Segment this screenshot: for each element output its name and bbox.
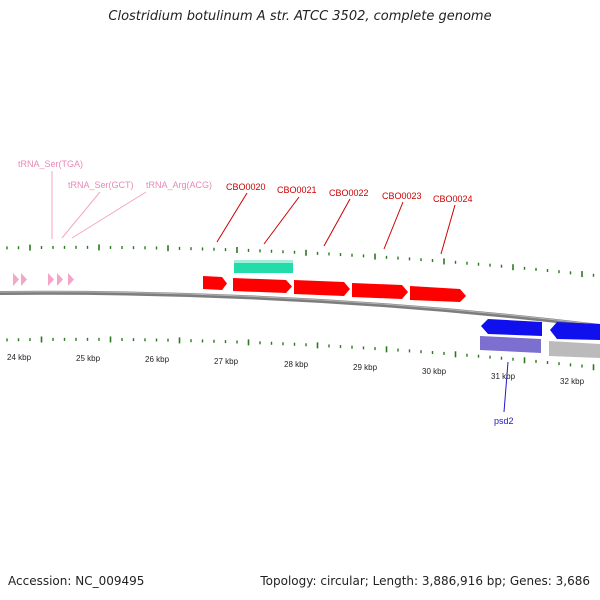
trna-marker xyxy=(68,273,74,286)
trna-label[interactable]: tRNA_Ser(GCT) xyxy=(68,180,134,190)
genome-backbone-highlight xyxy=(0,291,600,326)
trna-marker xyxy=(21,273,27,286)
gene-feature-teal-highlight xyxy=(234,260,293,263)
cds-feature xyxy=(410,286,466,302)
cds-feature xyxy=(233,278,292,293)
map-title: Clostridium botulinum A str. ATCC 3502, … xyxy=(108,9,492,24)
forward-strand-ticks xyxy=(6,244,595,278)
trna-marker xyxy=(48,273,54,286)
gene-label[interactable]: psd2 xyxy=(494,416,514,426)
scale-label: 25 kbp xyxy=(76,354,101,363)
trna-label[interactable]: tRNA_Ser(TGA) xyxy=(18,159,83,169)
gene-feature-gray[interactable] xyxy=(549,341,600,358)
trna-label[interactable]: tRNA_Arg(ACG) xyxy=(146,180,212,190)
scale-label: 31 kbp xyxy=(491,372,516,381)
scale-label: 27 kbp xyxy=(214,357,239,366)
cds-leaders xyxy=(216,192,456,255)
trna-leaders xyxy=(51,171,147,239)
cds-feature xyxy=(352,283,408,299)
genome-backbone xyxy=(0,290,600,328)
gene-feature-lavender[interactable] xyxy=(480,336,541,353)
forward-cds-features[interactable] xyxy=(203,276,466,302)
gene-feature-blue[interactable] xyxy=(550,322,600,340)
psd2-leader xyxy=(503,361,509,413)
cds-feature xyxy=(203,276,227,290)
scale-label: 24 kbp xyxy=(7,353,32,362)
cds-label[interactable]: CBO0024 xyxy=(433,194,473,204)
cds-label[interactable]: CBO0022 xyxy=(329,188,369,198)
scale-label: 29 kbp xyxy=(353,363,378,372)
cds-label[interactable]: CBO0021 xyxy=(277,185,317,195)
cds-feature xyxy=(294,280,350,296)
gene-feature-blue[interactable] xyxy=(481,319,542,336)
scale-label: 28 kbp xyxy=(284,360,309,369)
scale-label: 30 kbp xyxy=(422,367,447,376)
scale-label: 26 kbp xyxy=(145,355,170,364)
accession-label: Accession: NC_009495 xyxy=(8,574,145,588)
trna-markers[interactable] xyxy=(13,273,74,286)
trna-marker xyxy=(13,273,19,286)
genome-summary: Topology: circular; Length: 3,886,916 bp… xyxy=(260,574,590,588)
gene-feature-teal[interactable] xyxy=(234,260,293,273)
scale-label: 32 kbp xyxy=(560,377,585,386)
cds-label[interactable]: CBO0023 xyxy=(382,191,422,201)
cds-label[interactable]: CBO0020 xyxy=(226,182,266,192)
trna-marker xyxy=(57,273,63,286)
reverse-strand-ticks xyxy=(6,336,595,371)
